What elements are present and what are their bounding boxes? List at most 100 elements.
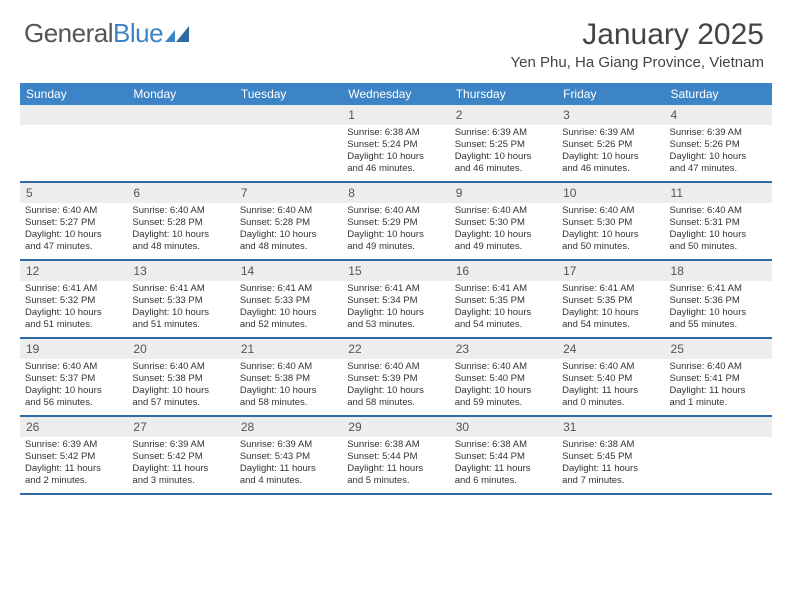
calendar-cell: 26Sunrise: 6:39 AMSunset: 5:42 PMDayligh… (20, 417, 127, 493)
calendar-cell: 8Sunrise: 6:40 AMSunset: 5:29 PMDaylight… (342, 183, 449, 259)
calendar-cell: . (235, 105, 342, 181)
daylight-text: Daylight: 10 hours (455, 307, 552, 319)
day-number: . (127, 105, 234, 125)
sunrise-text: Sunrise: 6:41 AM (240, 283, 337, 295)
daylight-text: Daylight: 10 hours (455, 151, 552, 163)
day-number: 10 (557, 183, 664, 203)
daylight-text: Daylight: 10 hours (347, 229, 444, 241)
calendar-cell: 6Sunrise: 6:40 AMSunset: 5:28 PMDaylight… (127, 183, 234, 259)
day-body: Sunrise: 6:40 AMSunset: 5:30 PMDaylight:… (557, 203, 664, 259)
sunset-text: Sunset: 5:36 PM (670, 295, 767, 307)
day-body: Sunrise: 6:40 AMSunset: 5:28 PMDaylight:… (235, 203, 342, 259)
day-number: 3 (557, 105, 664, 125)
day-body: Sunrise: 6:39 AMSunset: 5:26 PMDaylight:… (665, 125, 772, 181)
daylight-text: and 51 minutes. (132, 319, 229, 331)
sunset-text: Sunset: 5:35 PM (455, 295, 552, 307)
daylight-text: and 0 minutes. (562, 397, 659, 409)
day-number: 12 (20, 261, 127, 281)
day-body: Sunrise: 6:40 AMSunset: 5:27 PMDaylight:… (20, 203, 127, 259)
day-body: Sunrise: 6:41 AMSunset: 5:32 PMDaylight:… (20, 281, 127, 337)
calendar-cell: 2Sunrise: 6:39 AMSunset: 5:25 PMDaylight… (450, 105, 557, 181)
daylight-text: Daylight: 10 hours (240, 307, 337, 319)
day-body: Sunrise: 6:40 AMSunset: 5:29 PMDaylight:… (342, 203, 449, 259)
day-body: Sunrise: 6:38 AMSunset: 5:44 PMDaylight:… (450, 437, 557, 493)
sunrise-text: Sunrise: 6:39 AM (240, 439, 337, 451)
sunrise-text: Sunrise: 6:40 AM (25, 205, 122, 217)
day-number: 5 (20, 183, 127, 203)
calendar-cell: . (127, 105, 234, 181)
sunrise-text: Sunrise: 6:41 AM (132, 283, 229, 295)
calendar-cell: 11Sunrise: 6:40 AMSunset: 5:31 PMDayligh… (665, 183, 772, 259)
daylight-text: Daylight: 11 hours (562, 385, 659, 397)
header: GeneralBlue January 2025 Yen Phu, Ha Gia… (0, 0, 792, 75)
day-header: Monday (127, 83, 234, 105)
daylight-text: Daylight: 10 hours (347, 385, 444, 397)
sunrise-text: Sunrise: 6:40 AM (670, 361, 767, 373)
sunset-text: Sunset: 5:26 PM (670, 139, 767, 151)
day-number: . (665, 417, 772, 437)
daylight-text: and 57 minutes. (132, 397, 229, 409)
daylight-text: Daylight: 10 hours (132, 229, 229, 241)
daylight-text: Daylight: 10 hours (670, 307, 767, 319)
daylight-text: Daylight: 10 hours (670, 151, 767, 163)
sunrise-text: Sunrise: 6:39 AM (455, 127, 552, 139)
sunset-text: Sunset: 5:41 PM (670, 373, 767, 385)
daylight-text: and 55 minutes. (670, 319, 767, 331)
week-row: 26Sunrise: 6:39 AMSunset: 5:42 PMDayligh… (20, 417, 772, 495)
sunset-text: Sunset: 5:28 PM (132, 217, 229, 229)
daylight-text: Daylight: 10 hours (25, 229, 122, 241)
sunrise-text: Sunrise: 6:41 AM (455, 283, 552, 295)
day-header-row: SundayMondayTuesdayWednesdayThursdayFrid… (20, 83, 772, 105)
calendar-cell: 25Sunrise: 6:40 AMSunset: 5:41 PMDayligh… (665, 339, 772, 415)
daylight-text: and 46 minutes. (455, 163, 552, 175)
sunset-text: Sunset: 5:44 PM (455, 451, 552, 463)
day-number: 17 (557, 261, 664, 281)
daylight-text: Daylight: 10 hours (562, 151, 659, 163)
daylight-text: Daylight: 11 hours (347, 463, 444, 475)
calendar-cell: 16 Sunrise: 6:41 AMSunset: 5:35 PMDayligh… (450, 261, 557, 337)
day-number: 22 (342, 339, 449, 359)
day-number: 16 (450, 261, 557, 281)
sunrise-text: Sunrise: 6:40 AM (670, 205, 767, 217)
sunrise-text: Sunrise: 6:40 AM (562, 361, 659, 373)
day-number: 11 (665, 183, 772, 203)
sunrise-text: Sunrise: 6:41 AM (562, 283, 659, 295)
day-number: 21 (235, 339, 342, 359)
sunset-text: Sunset: 5:28 PM (240, 217, 337, 229)
title-location: Yen Phu, Ha Giang Province, Vietnam (511, 54, 765, 71)
calendar-cell: . (665, 417, 772, 493)
day-number: 27 (127, 417, 234, 437)
daylight-text: and 47 minutes. (670, 163, 767, 175)
day-body: Sunrise: 6:39 AMSunset: 5:25 PMDaylight:… (450, 125, 557, 181)
calendar-cell: 18Sunrise: 6:41 AMSunset: 5:36 PMDayligh… (665, 261, 772, 337)
sunset-text: Sunset: 5:45 PM (562, 451, 659, 463)
day-body: Sunrise: 6:41 AMSunset: 5:36 PMDaylight:… (665, 281, 772, 337)
week-row: 19Sunrise: 6:40 AMSunset: 5:37 PMDayligh… (20, 339, 772, 417)
daylight-text: and 46 minutes. (347, 163, 444, 175)
sunset-text: Sunset: 5:24 PM (347, 139, 444, 151)
sunset-text: Sunset: 5:38 PM (132, 373, 229, 385)
sunset-text: Sunset: 5:44 PM (347, 451, 444, 463)
day-body: Sunrise: 6:40 AMSunset: 5:30 PMDaylight:… (450, 203, 557, 259)
day-number: 6 (127, 183, 234, 203)
daylight-text: Daylight: 10 hours (132, 385, 229, 397)
day-number: 7 (235, 183, 342, 203)
day-body: Sunrise: 6:38 AMSunset: 5:24 PMDaylight:… (342, 125, 449, 181)
calendar-cell: 15Sunrise: 6:41 AMSunset: 5:34 PMDayligh… (342, 261, 449, 337)
day-header: Friday (557, 83, 664, 105)
daylight-text: and 52 minutes. (240, 319, 337, 331)
daylight-text: and 50 minutes. (562, 241, 659, 253)
day-body: Sunrise: 6:40 AMSunset: 5:31 PMDaylight:… (665, 203, 772, 259)
sunset-text: Sunset: 5:40 PM (562, 373, 659, 385)
day-number: 29 (342, 417, 449, 437)
daylight-text: and 54 minutes. (455, 319, 552, 331)
logo-text-1: General (24, 18, 113, 49)
day-number: 14 (235, 261, 342, 281)
sunrise-text: Sunrise: 6:40 AM (25, 361, 122, 373)
sunrise-text: Sunrise: 6:40 AM (562, 205, 659, 217)
day-body: Sunrise: 6:38 AMSunset: 5:45 PMDaylight:… (557, 437, 664, 493)
calendar-cell: 24Sunrise: 6:40 AMSunset: 5:40 PMDayligh… (557, 339, 664, 415)
calendar-cell: 19Sunrise: 6:40 AMSunset: 5:37 PMDayligh… (20, 339, 127, 415)
day-body: Sunrise: 6:40 AMSunset: 5:40 PMDaylight:… (450, 359, 557, 415)
day-number: 15 (342, 261, 449, 281)
